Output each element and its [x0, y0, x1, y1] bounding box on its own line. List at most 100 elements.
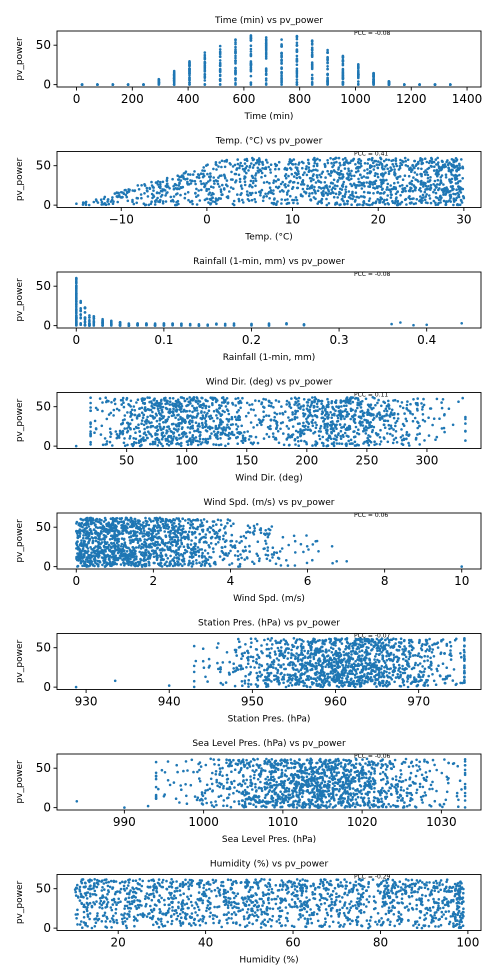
data-point — [174, 544, 178, 548]
data-point — [147, 561, 151, 565]
data-point — [145, 323, 148, 327]
data-point — [251, 166, 255, 169]
data-point — [121, 399, 124, 402]
data-point — [287, 543, 291, 547]
data-point — [242, 550, 245, 553]
data-point — [347, 439, 351, 443]
data-point — [264, 36, 268, 39]
data-point — [167, 425, 170, 428]
data-point — [418, 83, 421, 86]
data-point — [228, 563, 231, 567]
data-point — [222, 537, 225, 541]
data-point — [214, 427, 218, 431]
data-point — [80, 83, 84, 86]
data-point — [280, 55, 283, 59]
data-point — [322, 186, 325, 190]
data-point — [258, 190, 261, 194]
data-point — [113, 529, 117, 532]
data-point — [233, 163, 237, 167]
data-point — [383, 202, 387, 206]
data-point — [244, 414, 248, 418]
data-point — [129, 415, 132, 418]
data-point — [364, 418, 368, 422]
y-tick-label: 50 — [36, 159, 51, 173]
data-point — [341, 67, 345, 71]
data-point — [158, 413, 162, 416]
data-point — [272, 179, 276, 182]
data-point — [269, 418, 273, 422]
data-point — [180, 322, 183, 326]
data-point — [387, 83, 391, 86]
data-point — [381, 175, 385, 178]
data-point — [326, 159, 329, 162]
data-point — [197, 176, 201, 180]
data-point — [442, 183, 445, 186]
data-point — [318, 407, 322, 411]
data-point — [443, 189, 447, 192]
data-point — [145, 548, 148, 552]
data-point — [306, 404, 310, 407]
data-point — [401, 406, 405, 410]
data-point — [212, 550, 215, 554]
data-point — [439, 201, 442, 204]
data-point — [352, 157, 356, 161]
data-point — [395, 176, 399, 180]
data-point — [313, 161, 317, 165]
data-point — [106, 200, 109, 203]
x-tick-label: 800 — [288, 92, 311, 106]
data-point — [401, 159, 404, 163]
data-point — [353, 440, 357, 444]
data-point — [442, 426, 446, 430]
data-point — [386, 202, 390, 205]
data-point — [119, 551, 123, 555]
data-point — [212, 409, 216, 413]
data-point — [168, 400, 172, 404]
data-point — [218, 74, 222, 78]
data-point — [346, 161, 350, 164]
data-point — [387, 399, 390, 403]
data-point — [280, 83, 283, 86]
data-point — [249, 441, 253, 445]
data-point — [439, 168, 443, 172]
data-point — [123, 552, 127, 555]
data-point — [96, 83, 99, 86]
data-point — [101, 563, 104, 567]
data-point — [391, 434, 394, 437]
data-point — [280, 198, 284, 201]
data-point — [234, 179, 238, 182]
data-point — [74, 444, 78, 448]
data-point — [156, 425, 159, 428]
data-point — [403, 412, 406, 415]
data-point — [217, 407, 221, 410]
data-point — [387, 80, 391, 83]
data-point — [110, 541, 113, 545]
data-point — [267, 404, 271, 408]
data-point — [241, 164, 244, 168]
data-point — [148, 396, 151, 400]
data-point — [336, 433, 340, 437]
data-point — [185, 440, 189, 444]
data-point — [149, 202, 153, 206]
data-point — [236, 396, 240, 400]
data-point — [326, 65, 329, 68]
data-point — [224, 531, 227, 534]
data-point — [140, 399, 144, 403]
data-point — [214, 163, 218, 166]
data-point — [326, 169, 329, 173]
data-point — [440, 406, 444, 410]
data-point — [211, 426, 214, 430]
data-point — [318, 158, 322, 162]
data-point — [294, 166, 298, 169]
data-point — [307, 170, 311, 173]
data-point — [264, 57, 268, 60]
data-point — [136, 184, 140, 187]
y-axis-label: pv_power — [15, 399, 25, 443]
data-point — [133, 413, 136, 417]
data-point — [123, 188, 127, 192]
data-point — [253, 198, 256, 201]
data-point — [234, 77, 237, 80]
data-point — [167, 434, 171, 438]
data-point — [458, 173, 461, 177]
data-point — [236, 416, 240, 419]
data-point — [357, 177, 360, 181]
